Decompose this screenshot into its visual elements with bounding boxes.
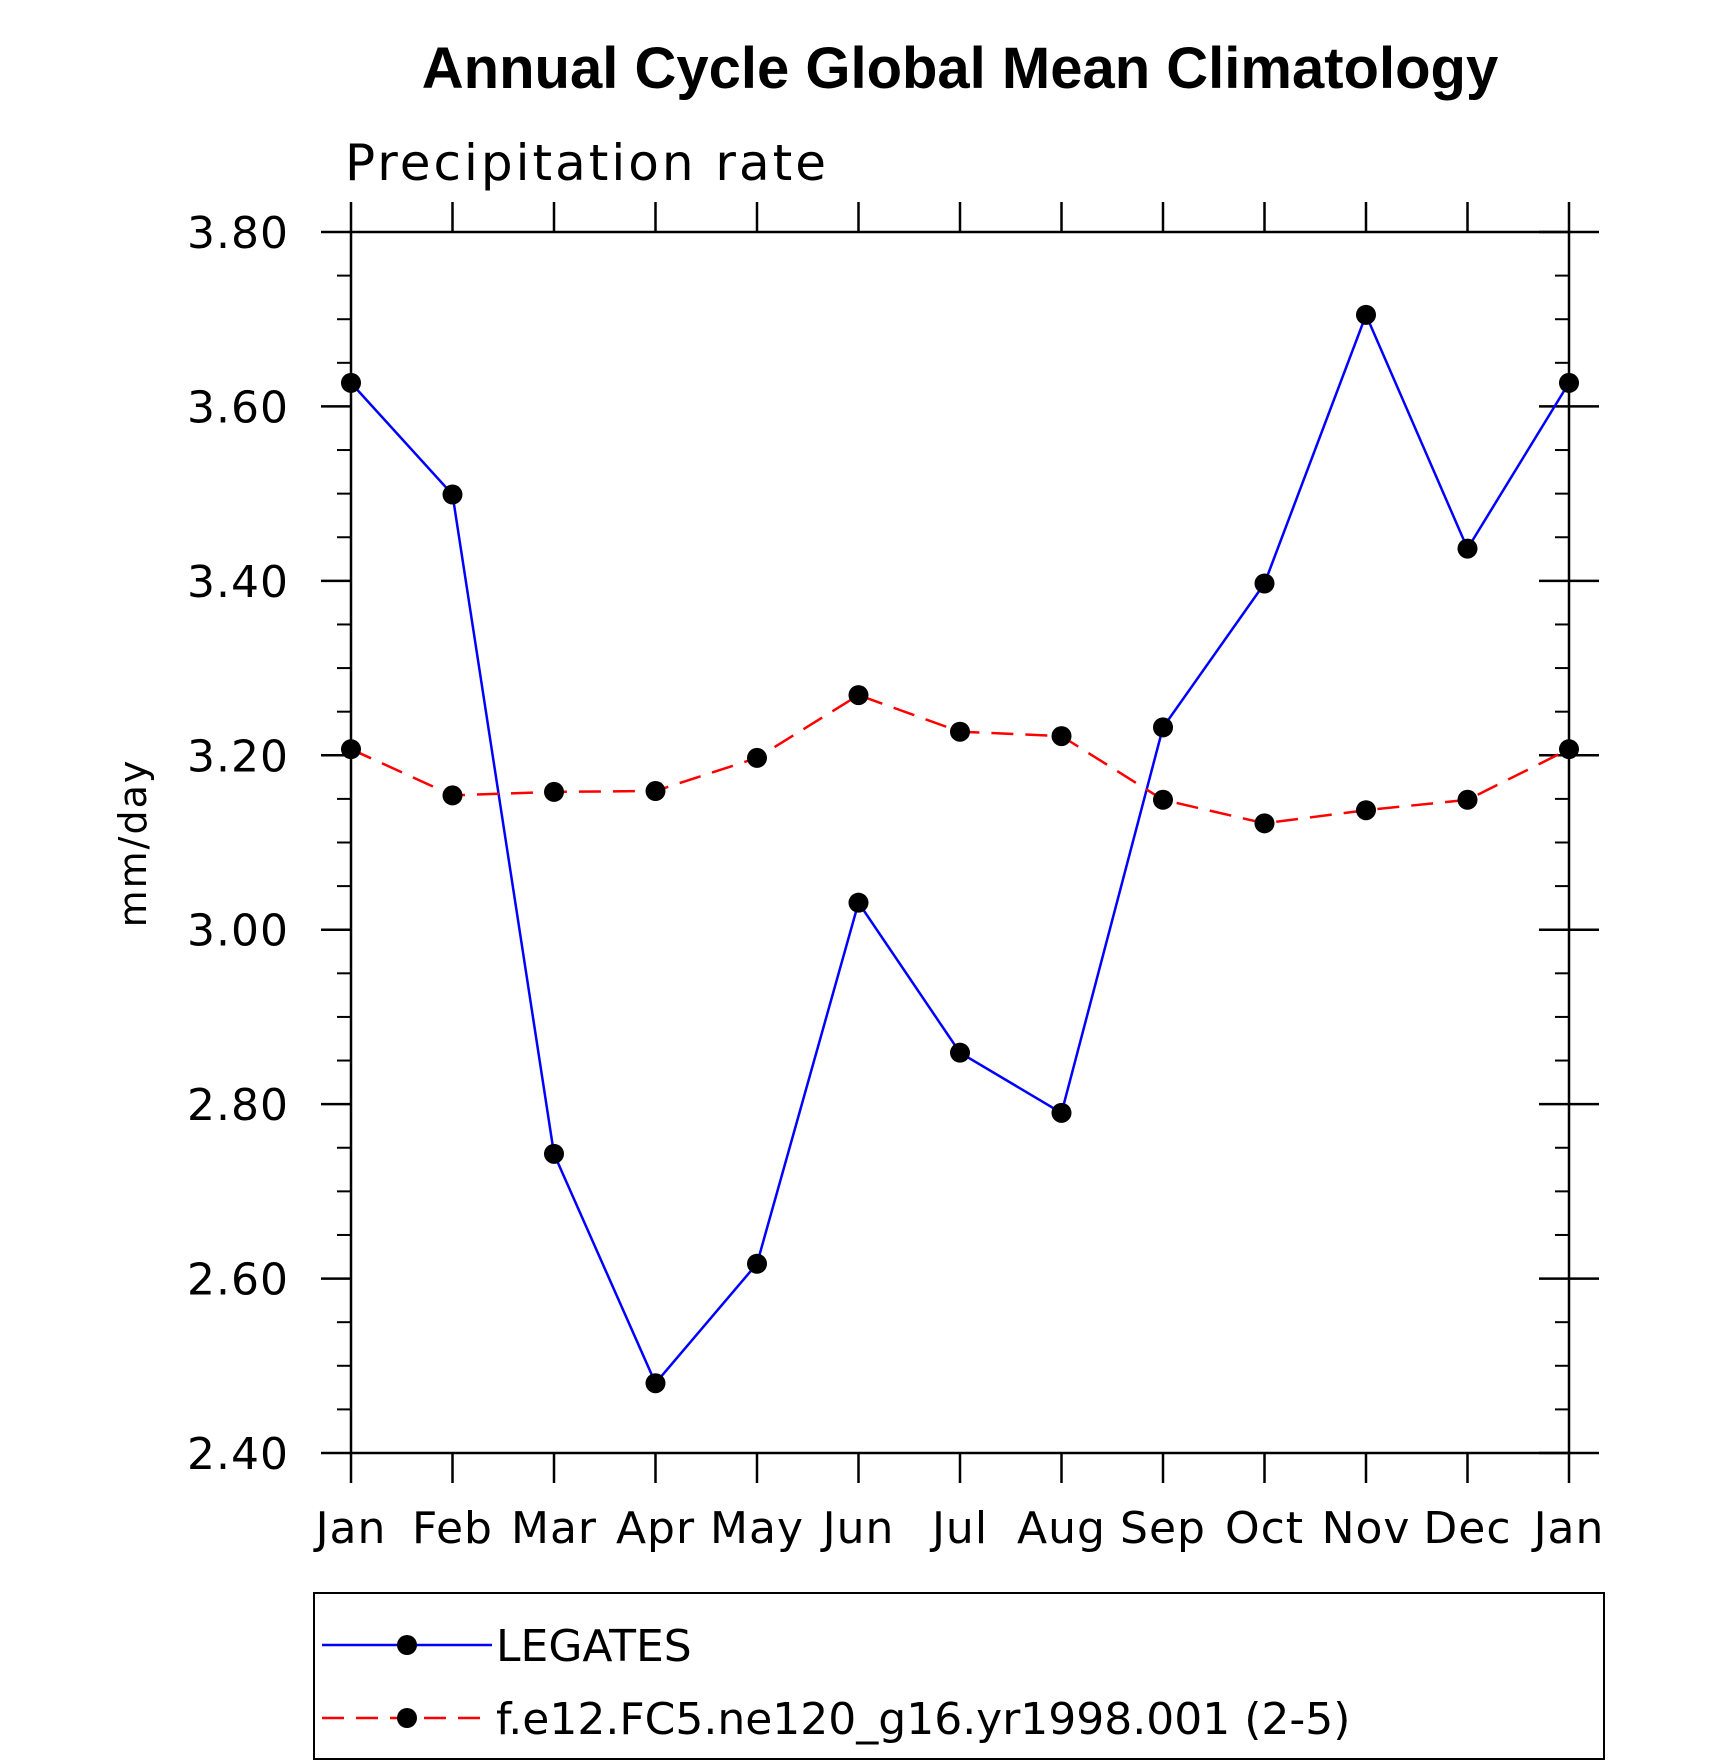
series-layer: [341, 304, 1579, 1394]
chart-title: Annual Cycle Global Mean Climatology: [422, 36, 1498, 101]
legend-label: f.e12.FC5.ne120_g16.yr1998.001 (2-5): [496, 1694, 1350, 1745]
y-tick-label: 3.80: [187, 208, 289, 259]
data-point: [442, 484, 463, 505]
data-point: [747, 747, 767, 768]
data-point: [544, 781, 564, 802]
data-point: [1559, 739, 1579, 760]
plot-frame: [349, 230, 1571, 1455]
x-tick-label: Nov: [1322, 1503, 1411, 1554]
x-tick-label: Feb: [412, 1503, 493, 1554]
data-point: [1051, 1102, 1072, 1123]
legend-label: LEGATES: [496, 1621, 692, 1672]
x-tick-label: Jan: [1531, 1503, 1605, 1554]
data-point: [341, 372, 361, 393]
data-point: [1254, 813, 1275, 834]
data-point: [1254, 573, 1275, 594]
x-tick-label: Apr: [616, 1503, 695, 1554]
x-tick-label: Oct: [1225, 1503, 1304, 1554]
data-point: [442, 785, 463, 806]
x-tick-label: Dec: [1423, 1503, 1511, 1554]
data-point: [645, 781, 666, 802]
y-tick-label: 3.20: [187, 731, 289, 782]
axes: 2.40 2.60 2.80 3.00 3.20 3.40 3.60 3.80 Jan Feb Ma…: [187, 202, 1605, 1554]
data-point: [544, 1143, 564, 1164]
x-tick-label: Jan: [313, 1503, 387, 1554]
x-tick-label: Mar: [511, 1503, 597, 1554]
data-point: [848, 685, 869, 706]
series-line: [350, 693, 1570, 825]
y-tick-label: 3.00: [187, 906, 289, 957]
y-tick-label: 2.60: [187, 1255, 289, 1306]
data-point: [950, 1042, 970, 1063]
legend: LEGATES f.e12.FC5.ne120_g16.yr1998.001 (2…: [313, 1592, 1605, 1760]
y-tick-label: 2.80: [187, 1080, 289, 1131]
chart-subtitle: Precipitation rate: [345, 134, 829, 192]
legend-box: [313, 1592, 1605, 1760]
y-tick-label: 3.60: [187, 382, 289, 433]
data-point: [1153, 789, 1173, 810]
x-tick-label: Aug: [1017, 1503, 1106, 1554]
x-tick-label: Jul: [929, 1503, 988, 1554]
x-tick-label: May: [710, 1503, 804, 1554]
series-line: [350, 311, 1571, 1386]
data-point: [1153, 717, 1173, 738]
x-tick-label: Sep: [1120, 1503, 1206, 1554]
x-tick-label: Jun: [820, 1503, 895, 1554]
legend-marker: [397, 1708, 417, 1728]
data-point: [1457, 789, 1478, 810]
data-point: [747, 1253, 767, 1274]
legend-entries: LEGATES f.e12.FC5.ne120_g16.yr1998.001 (2…: [322, 1621, 1350, 1745]
data-point: [1457, 538, 1478, 559]
legend-marker: [397, 1635, 417, 1655]
data-point: [645, 1373, 666, 1394]
data-point: [1356, 304, 1376, 325]
y-tick-label: 3.40: [187, 557, 289, 608]
data-point: [950, 721, 970, 742]
data-point: [1559, 372, 1579, 393]
data-point: [1356, 800, 1376, 821]
y-axis-label: mm/day: [111, 759, 155, 928]
data-point: [1051, 726, 1072, 747]
data-point: [341, 739, 361, 760]
y-tick-label: 2.40: [187, 1429, 289, 1480]
data-point: [848, 892, 869, 913]
